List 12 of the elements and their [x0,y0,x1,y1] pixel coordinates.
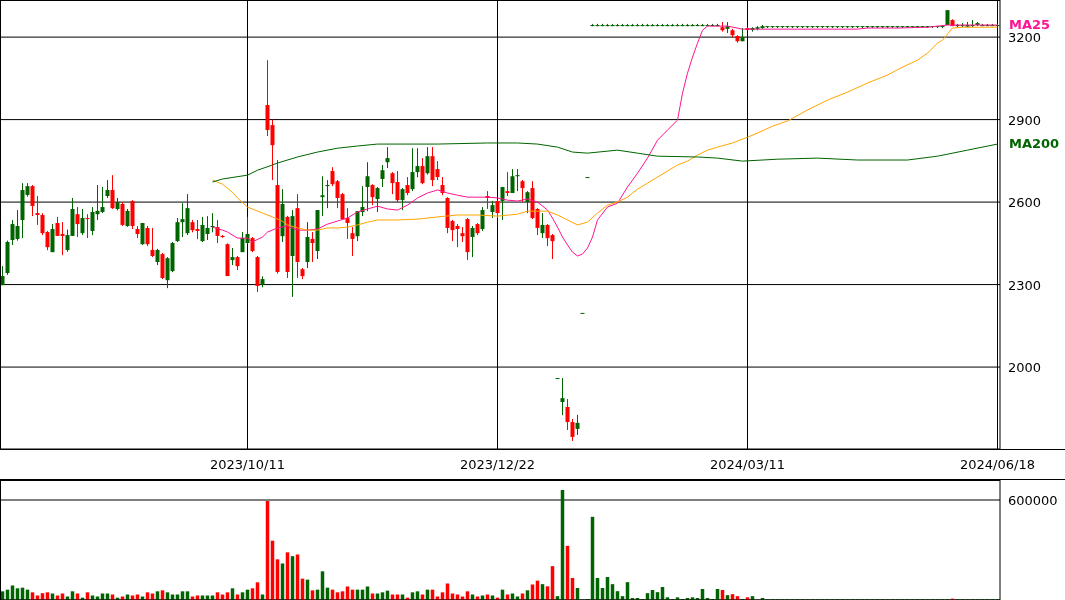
series-label: MA25 [1009,17,1051,33]
x-tick-label: 2023/12/22 [460,457,535,472]
x-tick-label: 2023/10/11 [210,457,285,472]
y-tick-label: 3200 [1008,30,1042,46]
y-tick-label: 2600 [1008,195,1042,211]
y-tick-label: 2000 [1008,360,1042,376]
x-tick-label: 2024/06/18 [960,457,1035,472]
y-tick-label: 600000 [1008,493,1058,508]
x-tick-label: 2024/03/11 [710,457,785,472]
y-tick-label: 2900 [1008,112,1042,128]
y-tick-label: 2300 [1008,277,1042,293]
series-label: MA200 [1009,136,1060,152]
